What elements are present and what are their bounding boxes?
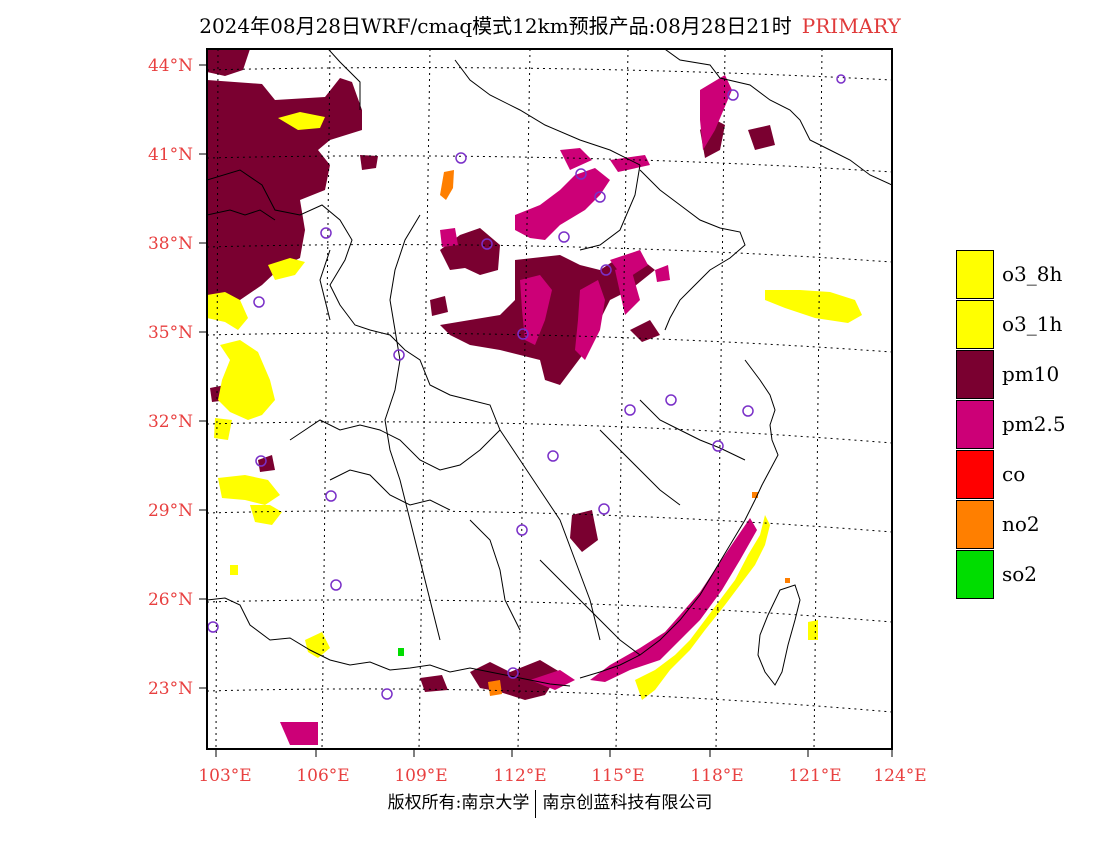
copyright-owner: 版权所有:南京大学 bbox=[387, 793, 530, 813]
lat-label: 32°N bbox=[148, 412, 193, 432]
lat-label: 38°N bbox=[148, 234, 193, 254]
no2-regions bbox=[440, 170, 790, 696]
pm25-regions bbox=[280, 75, 757, 745]
lon-label: 103°E bbox=[198, 766, 251, 786]
station-markers bbox=[207, 74, 846, 700]
legend-swatch bbox=[956, 399, 994, 449]
lon-label: 118°E bbox=[690, 766, 743, 786]
boundary-lines bbox=[207, 49, 892, 687]
copyright-footer: 版权所有:南京大学 南京创蓝科技有限公司 bbox=[0, 788, 1100, 818]
map-title-main: 2024年08月28日WRF/cmaq模式12km预报产品:08月28日21时 bbox=[199, 14, 792, 38]
axis-ticks bbox=[199, 64, 893, 757]
legend-label: no2 bbox=[1002, 512, 1040, 536]
legend-swatch bbox=[956, 549, 994, 599]
legend-item: no2 bbox=[956, 499, 1066, 549]
legend-swatch bbox=[956, 249, 994, 299]
lon-label: 109°E bbox=[394, 766, 447, 786]
map-frame bbox=[206, 48, 893, 750]
lon-label: 124°E bbox=[873, 766, 926, 786]
legend-label: o3_8h bbox=[1002, 262, 1063, 286]
legend-label: pm2.5 bbox=[1002, 412, 1066, 436]
so2-regions bbox=[398, 648, 404, 656]
legend-item: so2 bbox=[956, 549, 1066, 599]
footer-divider bbox=[535, 789, 537, 818]
lon-label: 106°E bbox=[296, 766, 349, 786]
pm10-regions bbox=[207, 49, 775, 700]
lon-label: 115°E bbox=[591, 766, 644, 786]
legend-item: pm2.5 bbox=[956, 399, 1066, 449]
map-content bbox=[207, 49, 892, 749]
legend-swatch bbox=[956, 299, 994, 349]
lat-lon-grid bbox=[207, 49, 892, 749]
legend-label: pm10 bbox=[1002, 362, 1060, 386]
legend-item: o3_8h bbox=[956, 249, 1066, 299]
map-title: 2024年08月28日WRF/cmaq模式12km预报产品:08月28日21时 P… bbox=[0, 10, 1100, 39]
o3-regions bbox=[207, 112, 862, 700]
pollutant-legend: o3_8h o3_1h pm10 pm2.5 co no2 so2 bbox=[956, 249, 1066, 599]
lat-label: 35°N bbox=[148, 323, 193, 343]
legend-item: pm10 bbox=[956, 349, 1066, 399]
map-title-sub: PRIMARY bbox=[801, 14, 901, 38]
legend-item: o3_1h bbox=[956, 299, 1066, 349]
legend-swatch bbox=[956, 349, 994, 399]
lat-label: 23°N bbox=[148, 679, 193, 699]
lon-label: 121°E bbox=[788, 766, 841, 786]
legend-label: so2 bbox=[1002, 562, 1038, 586]
lat-label: 44°N bbox=[148, 56, 193, 76]
lat-label: 29°N bbox=[148, 501, 193, 521]
legend-item: co bbox=[956, 449, 1066, 499]
lat-label: 26°N bbox=[148, 590, 193, 610]
lon-label: 112°E bbox=[493, 766, 546, 786]
legend-label: co bbox=[1002, 462, 1026, 486]
legend-swatch bbox=[956, 449, 994, 499]
legend-label: o3_1h bbox=[1002, 312, 1063, 336]
lat-label: 41°N bbox=[148, 145, 193, 165]
legend-swatch bbox=[956, 499, 994, 549]
copyright-company: 南京创蓝科技有限公司 bbox=[542, 793, 713, 813]
